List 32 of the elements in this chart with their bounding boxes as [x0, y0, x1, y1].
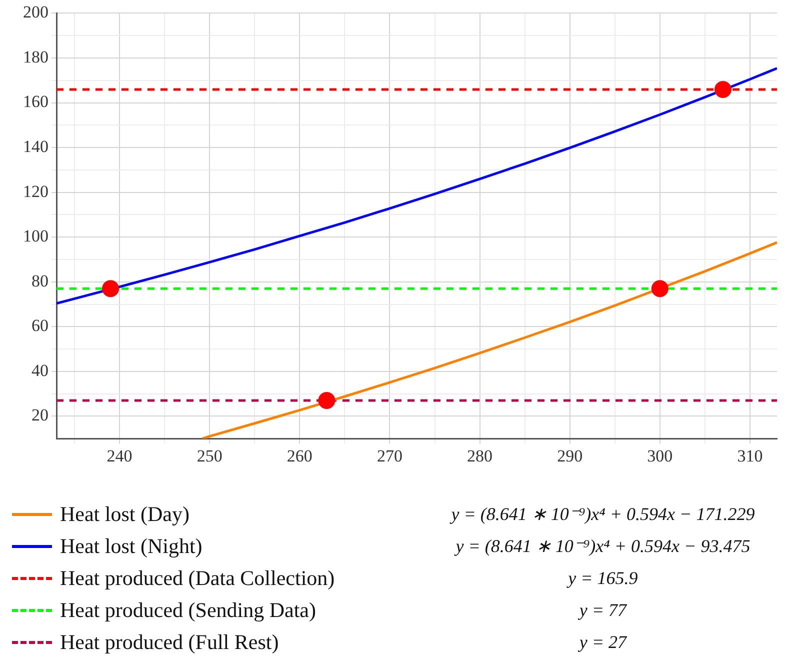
x-tick-label: 240: [106, 446, 132, 466]
x-tick-label: 300: [647, 446, 673, 466]
y-tick-label: 160: [23, 92, 48, 112]
y-tick-label: 120: [23, 182, 48, 201]
x-tick-label: 310: [737, 446, 763, 466]
text: y = 77: [577, 598, 628, 622]
legend-label: Heat produced (Sending Data): [60, 598, 316, 622]
point: [318, 392, 336, 410]
x-tick-label: 280: [467, 446, 493, 466]
y-tick-label: 100: [23, 226, 48, 246]
text: y = (8.641 ∗ 10⁻⁹)x⁴ + 0.594x − 93.475: [453, 535, 752, 558]
y-tick-label: 200: [23, 2, 48, 22]
y-tick-label: 80: [32, 271, 48, 290]
x-tick-label: 260: [286, 446, 312, 466]
text: y = 27: [577, 630, 628, 654]
legend-label: Heat lost (Night): [60, 534, 202, 558]
x-tick-label: 290: [557, 446, 583, 466]
text: y = 165.9: [566, 566, 639, 590]
text: y = (8.641 ∗ 10⁻⁹)x⁴ + 0.594x − 171.229: [448, 503, 756, 526]
point: [714, 81, 732, 98]
point: [102, 280, 120, 298]
point: [651, 280, 668, 298]
legend-label: Heat produced (Full Rest): [60, 630, 279, 654]
y-tick-label: 60: [32, 316, 48, 336]
x-tick-label: 250: [196, 446, 222, 466]
legend-label: Heat lost (Day): [60, 502, 190, 526]
y-tick-label: 40: [32, 360, 48, 380]
y-tick-label: 140: [23, 137, 48, 156]
y-tick-label: 180: [23, 47, 48, 66]
y-tick-label: 20: [32, 406, 48, 425]
x-tick-label: 270: [376, 446, 402, 466]
legend-label: Heat produced (Data Collection): [60, 566, 335, 590]
